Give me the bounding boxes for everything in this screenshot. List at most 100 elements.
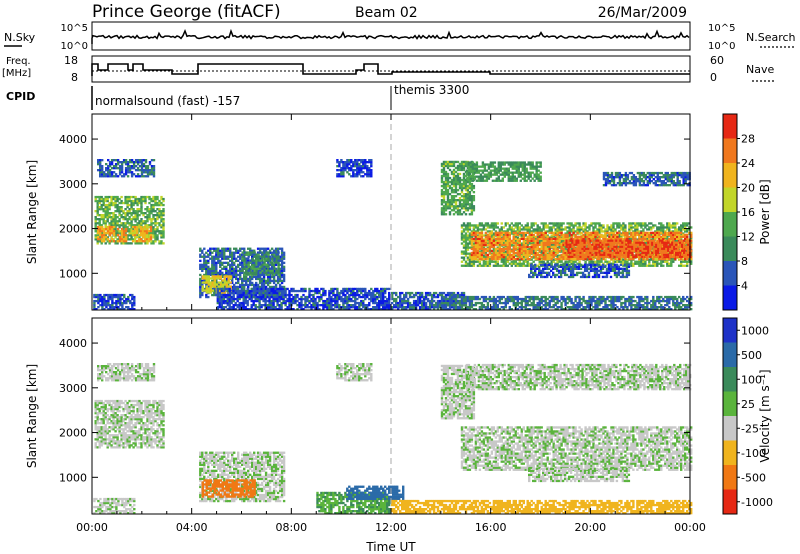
- power-cell: [386, 297, 389, 301]
- power-cell: [247, 251, 250, 254]
- power-cell: [107, 171, 110, 174]
- power-cell: [122, 226, 125, 229]
- power-cell: [552, 258, 555, 261]
- power-cell: [674, 304, 677, 307]
- power-cell: [245, 279, 248, 283]
- power-cell: [506, 228, 509, 231]
- power-cell: [660, 304, 663, 307]
- power-cell: [462, 244, 466, 247]
- power-cell: [391, 308, 394, 311]
- power-cell: [518, 222, 521, 225]
- power-cell: [314, 308, 317, 311]
- power-cell: [450, 299, 454, 303]
- power-cell: [103, 301, 106, 305]
- power-cell: [275, 273, 278, 276]
- power-cell: [484, 297, 488, 301]
- power-cell: [257, 263, 260, 266]
- power-cell: [136, 163, 140, 166]
- power-cell: [502, 234, 505, 237]
- power-cell: [356, 163, 359, 166]
- power-cell: [237, 289, 240, 293]
- power-cell: [462, 195, 466, 198]
- power-cell: [468, 182, 472, 186]
- power-cell: [126, 214, 129, 217]
- power-cell: [124, 163, 128, 166]
- power-cell: [148, 163, 152, 166]
- power-cell: [201, 293, 204, 297]
- power-cell: [440, 299, 444, 303]
- power-cell: [209, 269, 212, 273]
- power-cell: [209, 257, 212, 260]
- power-cell: [350, 297, 353, 301]
- power-cell: [236, 291, 239, 295]
- power-cell: [205, 275, 208, 278]
- power-cell: [152, 210, 155, 213]
- power-cell: [133, 227, 137, 231]
- power-cell: [356, 287, 359, 291]
- power-cell: [215, 273, 218, 277]
- power-cell: [376, 289, 379, 293]
- power-cell: [450, 301, 454, 305]
- power-cell: [280, 257, 284, 260]
- power-cell: [160, 236, 163, 239]
- power-cell: [276, 291, 279, 295]
- power-cell: [674, 295, 677, 299]
- power-cell: [668, 301, 671, 305]
- power-cell: [264, 285, 268, 289]
- power-cell: [138, 201, 141, 205]
- power-cell: [516, 262, 519, 265]
- power-cell: [235, 271, 238, 275]
- power-cell: [216, 295, 219, 299]
- power-cell: [350, 161, 353, 164]
- power-cell: [97, 225, 100, 229]
- power-cell: [450, 180, 454, 184]
- power-cell: [271, 257, 274, 260]
- power-cell: [292, 289, 295, 293]
- power-cell: [528, 248, 531, 251]
- power-cell: [117, 293, 120, 297]
- power-cell: [97, 235, 100, 239]
- power-cell: [120, 216, 123, 219]
- power-cell: [328, 289, 331, 293]
- power-cell: [199, 295, 202, 299]
- power-cell: [354, 165, 357, 168]
- power-cell: [472, 262, 476, 265]
- power-cell: [460, 252, 464, 255]
- power-cell: [476, 258, 480, 261]
- power-cell: [94, 216, 97, 219]
- power-cell: [132, 199, 135, 203]
- power-cell: [634, 299, 637, 303]
- power-cell: [568, 306, 571, 309]
- power-cell: [116, 203, 119, 207]
- power-cell: [266, 255, 270, 258]
- power-cell: [352, 291, 355, 295]
- power-cell: [106, 199, 109, 203]
- power-cell: [612, 308, 615, 311]
- power-cell: [280, 267, 284, 271]
- power-cell: [132, 203, 135, 207]
- power-cell: [115, 306, 118, 309]
- power-cell: [145, 240, 149, 243]
- power-cell: [260, 304, 263, 307]
- power-cell: [582, 308, 585, 311]
- power-cell: [217, 283, 220, 287]
- power-cell: [101, 295, 104, 299]
- power-cell: [550, 236, 553, 239]
- power-cell: [504, 250, 507, 253]
- power-cell: [136, 203, 139, 207]
- power-cell: [462, 238, 466, 241]
- power-cell: [294, 301, 297, 305]
- power-cell: [107, 297, 110, 301]
- power-cell: [458, 162, 462, 166]
- power-cell: [280, 249, 284, 252]
- power-cell: [554, 224, 557, 227]
- power-cell: [574, 306, 577, 309]
- power-cell: [468, 297, 472, 301]
- power-cell: [500, 260, 503, 263]
- power-cell: [235, 285, 238, 289]
- power-cell: [516, 242, 519, 245]
- power-cell: [218, 304, 221, 307]
- power-cell: [340, 169, 343, 172]
- power-cell: [288, 293, 291, 297]
- power-cell: [494, 304, 498, 307]
